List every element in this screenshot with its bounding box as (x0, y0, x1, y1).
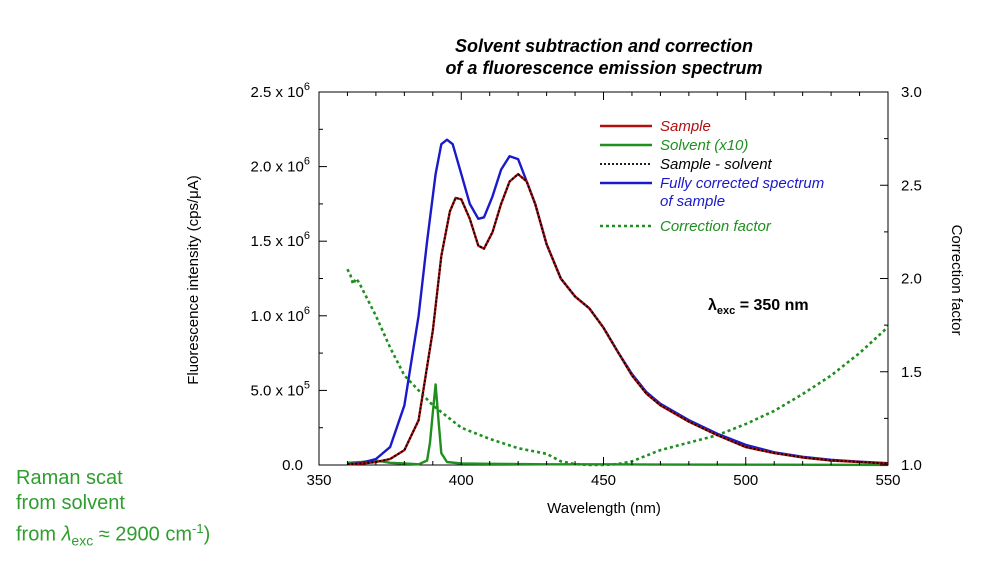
y2-tick-label-3.0: 3.0 (901, 84, 922, 101)
x-tick-label-450: 450 (591, 472, 616, 489)
x-tick-label-400: 400 (449, 472, 474, 489)
series-layer (346, 138, 889, 467)
y-tick-label-5: 2.5 x 106 (251, 81, 311, 101)
y-tick-mantissa: 2.0 x 10 (251, 159, 304, 176)
legend-label-3: Fully corrected spectrum (660, 175, 824, 192)
y-tick-mantissa: 2.5 x 10 (251, 84, 304, 101)
y-tick-label-2: 1.0 x 106 (251, 305, 311, 325)
y-tick-mantissa: 5.0 x 10 (251, 382, 304, 399)
y2-axis-label: Correction factor (948, 225, 965, 336)
y2-tick-label-1.0: 1.0 (901, 457, 922, 474)
y-tick-exponent: 5 (304, 379, 310, 391)
series-line-correction-factor (346, 268, 889, 467)
raman-line3-pre: from (16, 523, 62, 546)
x-axis-label: Wavelength (nm) (547, 500, 661, 517)
annotation-text: = 350 nm (735, 297, 808, 314)
raman-note-line-1: Raman scat (16, 467, 123, 489)
legend-label-0: Sample (660, 118, 711, 135)
raman-line3-end: ) (203, 523, 211, 546)
legend: Sample Solvent (x10) Sample - solvent Fully… (600, 118, 824, 235)
y-tick-exponent: 6 (304, 81, 310, 93)
raman-note-line-3: from λexc ≈ 2900 cm-1) (16, 516, 210, 554)
legend-label-2: Sample - solvent (660, 156, 773, 173)
raman-lambda: λ (61, 523, 72, 546)
y2-tick-label-2.0: 2.0 (901, 271, 922, 288)
y2-tick-label-2.5: 2.5 (901, 177, 922, 194)
raman-note-line-2: from solvent (16, 492, 125, 514)
y-tick-label-3: 1.5 x 106 (251, 230, 311, 250)
chart-title-line-1: Solvent subtraction and correction (455, 36, 753, 56)
raman-line3-post: ≈ 2900 cm (93, 523, 193, 546)
raman-exp: -1 (192, 521, 204, 536)
x-tick-label-550: 550 (875, 472, 900, 489)
annotation-sub: exc (717, 305, 735, 317)
series-line-fully-corrected-spectrum-of-sample (347, 138, 889, 466)
y-axis-label: Fluorescence intensity (cps/μA) (185, 175, 202, 385)
series-line-sample (347, 172, 889, 466)
y2-tick-label-1.5: 1.5 (901, 364, 922, 381)
legend-label-4: Correction factor (660, 218, 772, 235)
y-tick-exponent: 6 (304, 305, 310, 317)
chart-title-line-2: of a fluorescence emission spectrum (445, 58, 762, 78)
annotation-lambda: λ (708, 297, 717, 314)
legend-label-3-b: of sample (660, 193, 725, 210)
series-line-sample-solvent (347, 173, 889, 466)
y-tick-mantissa: 1.5 x 10 (251, 233, 304, 250)
y-tick-exponent: 6 (304, 230, 310, 242)
y-tick-label-1: 5.0 x 105 (251, 379, 311, 399)
raman-note: Raman scat from solvent from λexc ≈ 2900… (16, 466, 210, 554)
y-tick-exponent: 6 (304, 156, 310, 168)
y-tick-label-4: 2.0 x 106 (251, 156, 311, 176)
legend-label-1: Solvent (x10) (660, 137, 748, 154)
excitation-annotation: λexc = 350 nm (708, 297, 809, 317)
x-tick-label-500: 500 (733, 472, 758, 489)
series-line-solvent-x10- (347, 383, 889, 467)
raman-lambda-sub: exc (71, 532, 94, 549)
y-tick-label-0: 0.0 (282, 457, 303, 474)
y-tick-mantissa: 1.0 x 10 (251, 308, 304, 325)
x-tick-label-350: 350 (306, 472, 331, 489)
y-tick-mantissa: 0.0 (282, 457, 303, 474)
